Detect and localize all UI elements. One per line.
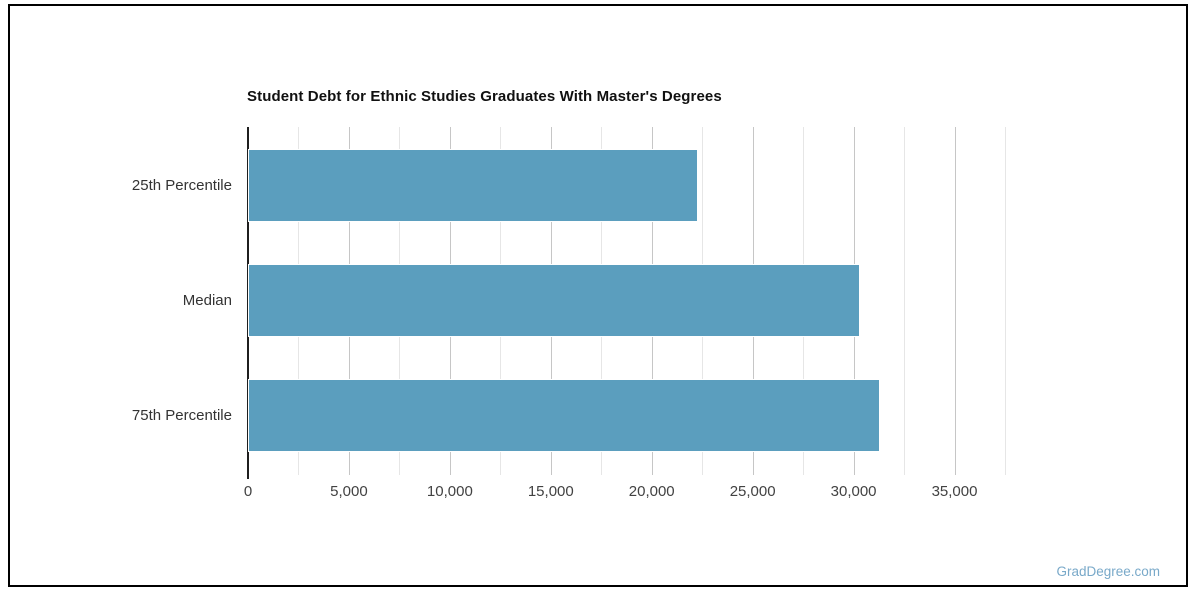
x-tick-label-30000: 30,000 — [830, 483, 877, 500]
bar-median[interactable] — [248, 264, 860, 337]
chart-title: Student Debt for Ethnic Studies Graduate… — [247, 88, 722, 105]
gridline-minor — [904, 127, 906, 475]
x-tick-label-10000: 10,000 — [426, 483, 473, 500]
category-label-75th-percentile: 75th Percentile — [131, 406, 232, 424]
x-tick-label-20000: 20,000 — [628, 483, 675, 500]
x-tick-label-25000: 25,000 — [729, 483, 776, 500]
x-tick-label-5000: 5,000 — [330, 483, 368, 500]
watermark-link[interactable]: GradDegree.com — [1056, 564, 1160, 579]
x-tick-label-15000: 15,000 — [527, 483, 574, 500]
bar-25th-percentile[interactable] — [248, 149, 699, 222]
bar-75th-percentile[interactable] — [248, 379, 880, 452]
category-label-median: Median — [182, 291, 232, 309]
chart-frame: Student Debt for Ethnic Studies Graduate… — [8, 4, 1188, 587]
x-tick-label-35000: 35,000 — [931, 483, 978, 500]
gridline-major — [954, 127, 956, 475]
category-label-25th-percentile: 25th Percentile — [131, 176, 232, 194]
x-tick-label-0: 0 — [243, 483, 253, 500]
gridline-minor — [1005, 127, 1006, 475]
